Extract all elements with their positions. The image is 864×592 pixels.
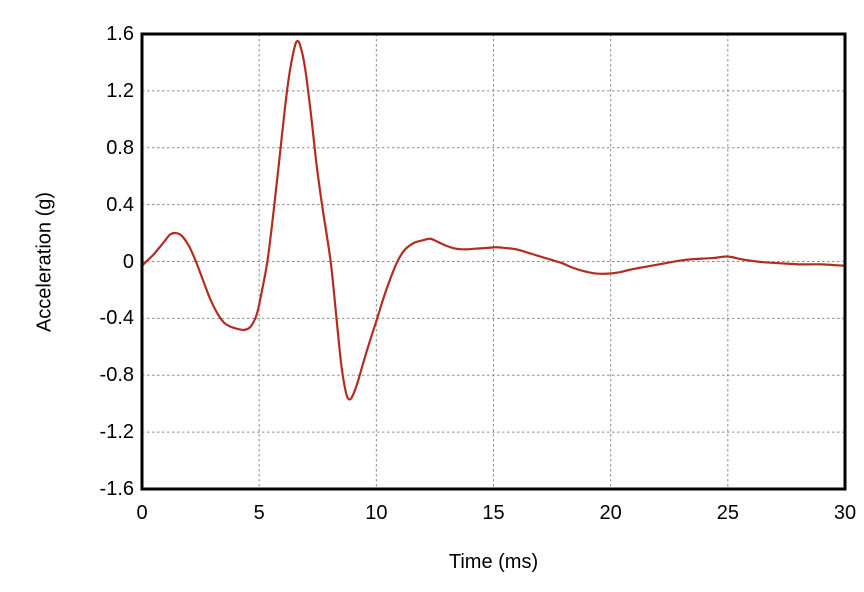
- y-tick-label--1.6: -1.6: [99, 478, 134, 500]
- x-tick-label-15: 15: [482, 502, 505, 524]
- x-axis-title: Time (ms): [448, 551, 539, 573]
- x-tick-label-0: 0: [136, 502, 148, 524]
- plot-border: [140, 32, 847, 491]
- acceleration-trace: [140, 39, 847, 401]
- y-tick-label-1.2: 1.2: [106, 79, 134, 102]
- y-tick-label-0: 0: [122, 250, 134, 273]
- y-tick-label--1.2: -1.2: [99, 421, 134, 444]
- x-tick-label-5: 5: [253, 502, 265, 524]
- x-tick-label-20: 20: [599, 502, 622, 524]
- grid-lines: [142, 34, 845, 489]
- y-tick-label-1.6: 1.6: [106, 23, 134, 45]
- x-tick-label-30: 30: [833, 502, 857, 524]
- y-tick-label--0.4: -0.4: [99, 307, 134, 330]
- data-series: [140, 39, 847, 401]
- y-tick-label-0.8: 0.8: [106, 136, 134, 159]
- y-tick-label--0.8: -0.8: [99, 364, 134, 387]
- y-axis-title: Acceleration (g): [33, 191, 56, 332]
- y-tick-label-0.4: 0.4: [106, 193, 134, 216]
- x-tick-label-10: 10: [365, 502, 388, 524]
- x-tick-label-25: 25: [716, 502, 739, 524]
